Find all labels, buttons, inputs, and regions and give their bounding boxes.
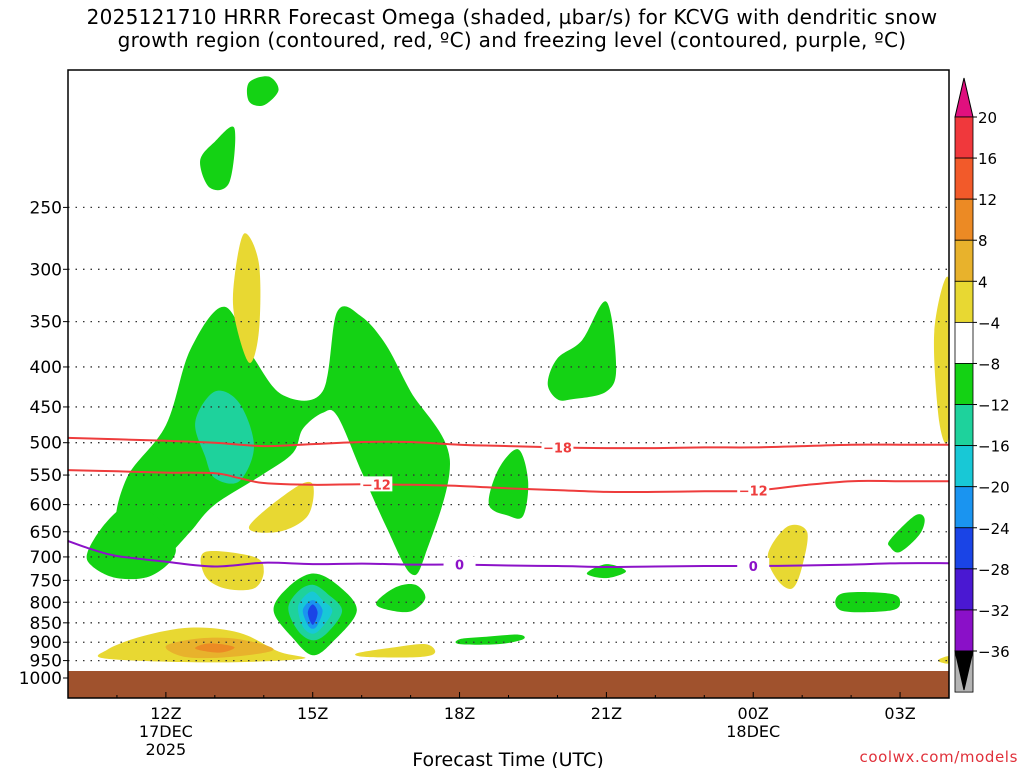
contour-freezing-level bbox=[68, 540, 949, 569]
x-tick-label: 21Z bbox=[591, 704, 622, 723]
colorbar-label: −28 bbox=[978, 561, 1010, 579]
colorbar-swatch bbox=[954, 239, 974, 282]
omega-region bbox=[835, 592, 901, 613]
colorbar-label: 20 bbox=[978, 109, 997, 127]
colorbar-label: 8 bbox=[978, 232, 988, 250]
y-tick-label: 1000 bbox=[19, 669, 62, 689]
colorbar-swatch bbox=[954, 445, 974, 488]
pressure-axis: 2503003504004505005506006507007508008509… bbox=[19, 198, 68, 689]
x-tick-label: 03Z bbox=[884, 704, 915, 723]
contour-dgz-12 bbox=[68, 469, 949, 494]
omega-region bbox=[115, 306, 450, 576]
omega-region bbox=[355, 643, 436, 658]
contour-label-bg bbox=[541, 439, 574, 455]
omega-region bbox=[195, 643, 235, 653]
ground-bar bbox=[68, 671, 949, 698]
x-tick-sublabel: 2025 bbox=[146, 740, 187, 759]
colorbar-label: 12 bbox=[978, 191, 997, 209]
colorbar-swatch bbox=[954, 198, 974, 241]
colorbar-label: −8 bbox=[978, 355, 1000, 373]
contour-dgz-18 bbox=[68, 436, 949, 450]
colorbar-swatch bbox=[954, 527, 974, 570]
y-tick-label: 450 bbox=[30, 398, 62, 418]
contour-label: 0 bbox=[455, 559, 464, 574]
contour-label-bg bbox=[737, 482, 770, 498]
x-tick-label: 12Z bbox=[150, 704, 181, 723]
contour-layer: −18 −12 −12 0 0 bbox=[68, 436, 949, 575]
colorbar-swatch bbox=[954, 116, 974, 159]
title-line-1: 2025121710 HRRR Forecast Omega (shaded, … bbox=[86, 5, 938, 29]
y-tick-label: 400 bbox=[30, 358, 62, 378]
colorbar-label: −36 bbox=[978, 643, 1010, 661]
contour-label-bg bbox=[737, 558, 770, 574]
y-tick-label: 850 bbox=[30, 614, 62, 634]
y-tick-label: 900 bbox=[30, 633, 62, 653]
y-tick-label: 950 bbox=[30, 652, 62, 672]
colorbar-swatch bbox=[954, 363, 974, 405]
colorbar-label: 4 bbox=[978, 273, 988, 291]
omega-region bbox=[307, 604, 318, 625]
omega-region bbox=[933, 276, 949, 444]
y-tick-label: 500 bbox=[30, 434, 62, 454]
colorbar-label: −4 bbox=[978, 314, 1000, 332]
contour-label: −18 bbox=[543, 441, 572, 456]
credit-text: coolwx.com/models bbox=[859, 748, 1018, 766]
omega-region bbox=[248, 481, 314, 533]
x-tick-sublabel: 17DEC bbox=[139, 722, 193, 741]
colorbar-label: −20 bbox=[978, 479, 1010, 497]
omega-shading-layer bbox=[86, 76, 949, 664]
y-tick-label: 800 bbox=[30, 593, 62, 613]
y-tick-label: 350 bbox=[30, 313, 62, 333]
colorbar-swatch bbox=[954, 404, 974, 447]
colorbar-label: 16 bbox=[978, 150, 997, 168]
y-tick-label: 550 bbox=[30, 466, 62, 486]
omega-region bbox=[767, 524, 808, 589]
y-tick-label: 300 bbox=[30, 260, 62, 280]
contour-label: −12 bbox=[362, 478, 391, 493]
colorbar-swatch bbox=[954, 609, 974, 652]
colorbar-label: −24 bbox=[978, 520, 1010, 538]
omega-region bbox=[547, 301, 617, 401]
x-tick-label: 18Z bbox=[444, 704, 475, 723]
omega-region bbox=[938, 656, 949, 664]
colorbar-label: −12 bbox=[978, 397, 1010, 415]
omega-region bbox=[888, 514, 925, 553]
y-tick-label: 750 bbox=[30, 571, 62, 591]
y-tick-label: 700 bbox=[30, 548, 62, 568]
x-tick-label: 00Z bbox=[738, 704, 769, 723]
omega-region bbox=[246, 76, 279, 106]
omega-region bbox=[200, 550, 264, 591]
contour-label-bg bbox=[443, 556, 476, 572]
omega-region bbox=[376, 583, 426, 613]
x-axis-title: Forecast Time (UTC) bbox=[412, 749, 603, 768]
y-tick-label: 650 bbox=[30, 523, 62, 543]
omega-region bbox=[232, 233, 261, 363]
omega-colorbar: 20 16 12 8 4 −4 −8 −12 −16 −20 −24 −28 −32 −36 bbox=[954, 77, 1010, 693]
colorbar-top-arrow bbox=[954, 77, 974, 118]
x-tick-sublabel: 18DEC bbox=[726, 722, 780, 741]
x-tick-label: 15Z bbox=[297, 704, 328, 723]
y-tick-label: 250 bbox=[30, 198, 62, 218]
colorbar-label: −32 bbox=[978, 602, 1010, 620]
colorbar-swatch bbox=[954, 486, 974, 529]
omega-region bbox=[195, 390, 254, 484]
contour-label: 0 bbox=[749, 560, 758, 575]
colorbar-bottom-arrow bbox=[954, 650, 974, 691]
contour-label-bg bbox=[360, 476, 393, 492]
chart-title: 2025121710 HRRR Forecast Omega (shaded, … bbox=[0, 6, 1024, 52]
omega-region bbox=[488, 449, 529, 519]
colorbar-swatch bbox=[954, 157, 974, 200]
omega-region bbox=[200, 126, 236, 191]
colorbar-swatch bbox=[954, 568, 974, 611]
colorbar-swatch bbox=[954, 280, 974, 323]
title-line-2: growth region (contoured, red, ºC) and f… bbox=[117, 28, 907, 52]
omega-region bbox=[455, 634, 525, 645]
contour-label: −12 bbox=[739, 485, 768, 500]
colorbar-swatch bbox=[954, 321, 974, 364]
y-tick-label: 600 bbox=[30, 496, 62, 516]
colorbar-label: −16 bbox=[978, 438, 1010, 456]
